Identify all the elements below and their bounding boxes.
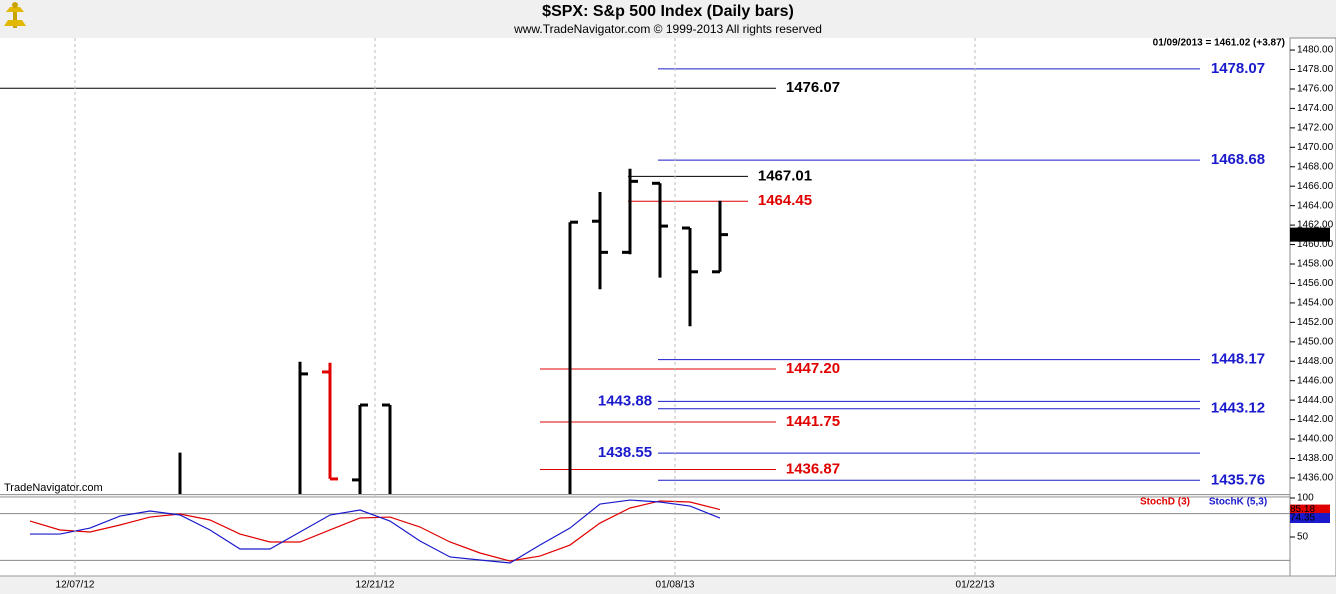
level-label: 1443.88	[598, 392, 652, 409]
last-price-label: 1461.02	[1292, 229, 1329, 240]
y-tick-label: 1462.00	[1297, 220, 1334, 231]
stoch-line	[29, 500, 721, 562]
y-tick-label: 1446.00	[1297, 375, 1334, 386]
value-axis-panel	[1289, 37, 1336, 577]
x-tick-label: 12/21/12	[356, 580, 395, 591]
y-tick-label: 1458.00	[1297, 259, 1334, 270]
y-tick-label: 1448.00	[1297, 356, 1334, 367]
x-tick-label: 01/08/13	[656, 580, 695, 591]
last-value-box	[1290, 504, 1330, 515]
y-tick-label: 1438.00	[1297, 453, 1334, 464]
level-label: 1476.07	[786, 79, 840, 96]
last-value-label: 74.35	[1290, 513, 1315, 524]
x-tick-label: 01/22/13	[956, 580, 995, 591]
level-label: 1438.55	[598, 444, 652, 461]
y-tick-label: 1454.00	[1297, 298, 1334, 309]
level-label: 1443.12	[1211, 400, 1265, 417]
last-value-label: 85.18	[1290, 504, 1315, 515]
y-tick-label: 1466.00	[1297, 181, 1334, 192]
y-tick-label: 100	[1297, 493, 1314, 504]
level-label: 1448.17	[1211, 351, 1265, 368]
y-tick-label: 1480.00	[1297, 45, 1334, 56]
level-label: 1467.01	[758, 167, 812, 184]
legend-entry: StochD (3)	[1140, 497, 1190, 508]
y-tick-label: 1474.00	[1297, 103, 1334, 114]
y-tick-label: 1472.00	[1297, 122, 1334, 133]
y-tick-label: 1478.00	[1297, 64, 1334, 75]
y-tick-label: 1468.00	[1297, 161, 1334, 172]
last-price-box	[1290, 227, 1330, 242]
price-pane	[0, 38, 1290, 494]
level-label: 1478.07	[1211, 60, 1265, 77]
status-text: 01/09/2013 = 1461.02 (+3.87)	[1153, 38, 1285, 49]
y-tick-label: 1442.00	[1297, 414, 1334, 425]
y-tick-label: 1456.00	[1297, 278, 1334, 289]
stoch-line	[30, 499, 721, 564]
x-tick-label: 12/07/12	[56, 580, 95, 591]
y-tick-label: 1440.00	[1297, 434, 1334, 445]
chart-title: $SPX: S&p 500 Index (Daily bars)	[542, 3, 794, 20]
level-label: 1464.45	[758, 192, 812, 209]
level-label: 1436.87	[786, 460, 840, 477]
y-tick-label: 1452.00	[1297, 317, 1334, 328]
logo	[4, 2, 26, 28]
level-label: 1435.76	[1211, 471, 1265, 488]
y-tick-label: 1436.00	[1297, 473, 1334, 484]
y-tick-label: 1460.00	[1297, 239, 1334, 250]
legend-entry: StochK (5,3)	[1209, 497, 1267, 508]
stoch-pane	[0, 497, 1290, 576]
y-tick-label: 1450.00	[1297, 336, 1334, 347]
level-label: 1441.75	[786, 413, 840, 430]
y-tick-label: 1444.00	[1297, 395, 1334, 406]
y-tick-label: 1464.00	[1297, 200, 1334, 211]
price-plot	[0, 68, 1200, 494]
y-tick-label: 1476.00	[1297, 84, 1334, 95]
y-tick-label: 50	[1297, 532, 1309, 543]
watermark: TradeNavigator.com	[4, 482, 103, 494]
y-tick-label: 1470.00	[1297, 142, 1334, 153]
level-label: 1468.68	[1211, 151, 1265, 168]
level-label: 1447.20	[786, 360, 840, 377]
chart-subtitle: www.TradeNavigator.com © 1999-2013 All r…	[513, 22, 822, 36]
last-value-box	[1290, 513, 1330, 524]
stoch-plot	[0, 499, 1290, 564]
